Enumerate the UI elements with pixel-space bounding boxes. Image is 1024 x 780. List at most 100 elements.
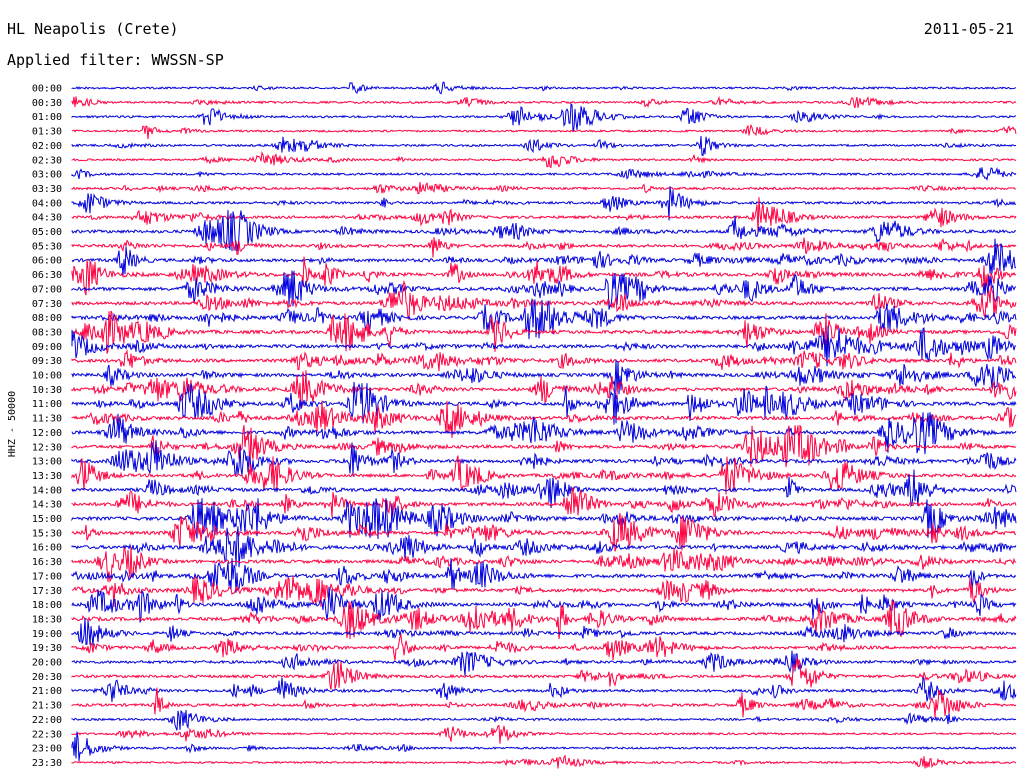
time-tick-label: 05:30 bbox=[32, 241, 62, 252]
time-tick-label: 14:00 bbox=[32, 485, 62, 496]
time-tick-label: 01:00 bbox=[32, 112, 62, 123]
seismogram-trace bbox=[71, 400, 1017, 438]
seismogram-trace bbox=[71, 512, 1017, 552]
y-axis-label-group: HHZ - 50000 bbox=[7, 391, 18, 457]
seismogram-trace bbox=[71, 209, 1017, 253]
seismogram-trace bbox=[71, 599, 1017, 640]
time-tick-label: 16:30 bbox=[32, 557, 62, 568]
time-tick-label: 03:00 bbox=[32, 170, 62, 181]
time-tick-label: 18:30 bbox=[32, 614, 62, 625]
seismogram-trace bbox=[71, 256, 1017, 296]
seismogram-trace bbox=[71, 546, 1017, 583]
seismogram-trace bbox=[71, 677, 1017, 702]
filter-label: Applied filter: WWSSN-SP bbox=[7, 51, 224, 69]
time-tick-label: 13:00 bbox=[32, 457, 62, 468]
time-tick-label: 23:00 bbox=[32, 744, 62, 755]
seismogram-trace bbox=[71, 526, 1017, 568]
time-tick-label: 15:00 bbox=[32, 514, 62, 525]
time-tick-label: 04:30 bbox=[32, 213, 62, 224]
seismogram-trace bbox=[71, 469, 1017, 509]
seismogram-trace bbox=[71, 166, 1017, 181]
time-tick-label: 07:00 bbox=[32, 284, 62, 295]
seismogram-trace bbox=[71, 381, 1017, 425]
time-tick-label: 12:30 bbox=[32, 442, 62, 453]
seismogram-trace bbox=[71, 123, 1017, 140]
time-tick-label: 00:00 bbox=[32, 84, 62, 95]
time-tick-label: 21:30 bbox=[32, 701, 62, 712]
seismogram-trace bbox=[71, 486, 1017, 518]
time-tick-label: 06:00 bbox=[32, 256, 62, 267]
seismogram-trace bbox=[71, 633, 1017, 661]
seismogram-trace bbox=[71, 455, 1017, 495]
seismogram-trace bbox=[71, 412, 1017, 455]
seismogram-trace bbox=[71, 754, 1017, 769]
seismogram-trace bbox=[71, 298, 1017, 340]
seismogram-trace bbox=[71, 349, 1017, 372]
time-tick-label: 09:00 bbox=[32, 342, 62, 353]
time-tick-label: 13:30 bbox=[32, 471, 62, 482]
time-tick-label: 23:30 bbox=[32, 758, 62, 769]
seismogram-trace bbox=[71, 237, 1017, 258]
time-tick-label: 17:30 bbox=[32, 586, 62, 597]
time-tick-label: 08:30 bbox=[32, 327, 62, 338]
time-tick-label: 06:30 bbox=[32, 270, 62, 281]
time-tick-label: 22:00 bbox=[32, 715, 62, 726]
time-tick-label: 22:30 bbox=[32, 729, 62, 740]
time-tick-label: 21:00 bbox=[32, 686, 62, 697]
seismogram-trace bbox=[71, 657, 1017, 690]
trace-lines bbox=[71, 81, 1017, 769]
seismogram-trace bbox=[71, 424, 1017, 468]
time-tick-label: 16:00 bbox=[32, 543, 62, 554]
seismogram-trace bbox=[71, 103, 1017, 132]
seismogram-trace bbox=[71, 498, 1017, 540]
time-tick-label: 07:30 bbox=[32, 299, 62, 310]
seismogram-trace bbox=[71, 81, 1017, 95]
time-tick-label: 15:30 bbox=[32, 528, 62, 539]
time-tick-label: 08:00 bbox=[32, 313, 62, 324]
time-tick-label: 20:30 bbox=[32, 672, 62, 683]
time-tick-labels: 00:00 00:30 01:00 01:30 02:00 02:30 03:00 03:30… bbox=[32, 84, 62, 769]
seismogram-trace bbox=[71, 325, 1017, 367]
seismogram-trace bbox=[71, 279, 1017, 321]
time-tick-label: 17:00 bbox=[32, 571, 62, 582]
time-tick-label: 05:00 bbox=[32, 227, 62, 238]
time-tick-label: 19:30 bbox=[32, 643, 62, 654]
seismogram-trace bbox=[71, 135, 1017, 157]
time-tick-label: 01:30 bbox=[32, 127, 62, 138]
seismogram-trace bbox=[71, 95, 1017, 109]
seismogram-trace bbox=[71, 617, 1017, 646]
seismogram-trace bbox=[71, 650, 1017, 676]
time-tick-label: 10:00 bbox=[32, 371, 62, 382]
time-tick-label: 09:30 bbox=[32, 356, 62, 367]
time-tick-label: 20:00 bbox=[32, 658, 62, 669]
seismogram-trace bbox=[71, 186, 1017, 221]
time-tick-label: 02:00 bbox=[32, 141, 62, 152]
time-tick-label: 11:30 bbox=[32, 414, 62, 425]
seismogram-trace bbox=[71, 440, 1017, 477]
time-tick-label: 12:00 bbox=[32, 428, 62, 439]
seismogram-trace bbox=[71, 575, 1017, 608]
seismogram-trace bbox=[71, 557, 1017, 593]
time-tick-label: 18:00 bbox=[32, 600, 62, 611]
y-axis-label: HHZ - 50000 bbox=[7, 391, 18, 457]
record-date: 2011-05-21 bbox=[923, 20, 1014, 38]
time-tick-label: 10:30 bbox=[32, 385, 62, 396]
time-tick-label: 14:30 bbox=[32, 500, 62, 511]
station-title: HL Neapolis (Crete) bbox=[7, 20, 179, 38]
time-tick-label: 00:30 bbox=[32, 98, 62, 109]
seismogram-trace bbox=[71, 709, 1017, 731]
seismogram-trace bbox=[71, 270, 1017, 310]
seismogram-trace bbox=[71, 151, 1017, 169]
time-tick-label: 11:00 bbox=[32, 399, 62, 410]
seismogram-trace bbox=[71, 724, 1017, 744]
seismogram-trace bbox=[71, 586, 1017, 623]
time-tick-label: 04:00 bbox=[32, 198, 62, 209]
seismogram-trace bbox=[71, 310, 1017, 354]
time-tick-label: 19:00 bbox=[32, 629, 62, 640]
seismogram-trace bbox=[71, 731, 1017, 762]
seismogram-trace bbox=[71, 687, 1017, 719]
seismogram-trace bbox=[71, 238, 1017, 276]
seismogram-trace bbox=[71, 181, 1017, 195]
time-tick-label: 02:30 bbox=[32, 155, 62, 166]
